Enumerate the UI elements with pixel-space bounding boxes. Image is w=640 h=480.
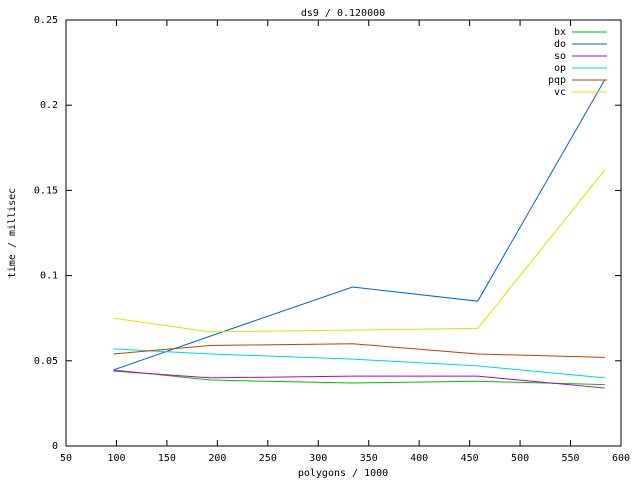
- x-tick-label: 600: [612, 453, 630, 464]
- series-line: [113, 370, 605, 389]
- y-tick-label: 0.2: [40, 100, 58, 111]
- plot-frame: [65, 19, 622, 447]
- series-line: [113, 343, 605, 358]
- series-line: [113, 348, 605, 379]
- y-tick-label: 0.25: [34, 15, 58, 26]
- y-axis-label: time / millisec: [7, 188, 18, 278]
- x-tick-label: 500: [511, 453, 529, 464]
- legend-label: so: [554, 51, 566, 62]
- chart-title: ds9 / 0.120000: [301, 8, 385, 19]
- legend-label: bx: [554, 27, 566, 38]
- y-tick-label: 0: [52, 441, 58, 452]
- x-axis-label: polygons / 1000: [298, 468, 388, 479]
- x-tick-label: 50: [60, 453, 72, 464]
- y-tick-label: 0.05: [34, 356, 58, 367]
- legend-label: pqp: [548, 75, 566, 86]
- x-tick-label: 300: [309, 453, 327, 464]
- legend-label: vc: [554, 87, 566, 98]
- x-tick-label: 100: [107, 453, 125, 464]
- x-tick-label: 250: [259, 453, 277, 464]
- x-tick-label: 400: [410, 453, 428, 464]
- y-tick-label: 0.1: [40, 271, 58, 282]
- series-line: [113, 79, 606, 371]
- legend-label: do: [554, 39, 566, 50]
- x-tick-label: 450: [461, 453, 479, 464]
- x-tick-label: 350: [360, 453, 378, 464]
- series-line: [113, 369, 605, 386]
- x-tick-label: 550: [562, 453, 580, 464]
- x-tick-label: 150: [158, 453, 176, 464]
- x-tick-label: 200: [208, 453, 226, 464]
- series-line: [113, 169, 606, 333]
- legend-label: op: [554, 63, 566, 74]
- y-tick-label: 0.15: [34, 185, 58, 196]
